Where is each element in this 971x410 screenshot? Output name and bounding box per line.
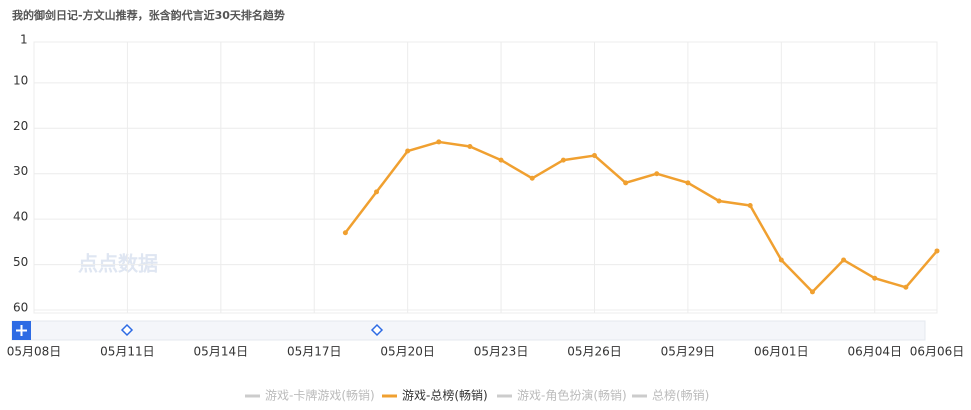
x-tick-label: 05月29日 — [661, 345, 716, 359]
data-point — [374, 189, 380, 195]
x-tick-label: 05月20日 — [380, 345, 435, 359]
data-point — [623, 180, 629, 186]
y-tick-label: 20 — [13, 119, 28, 133]
data-point — [934, 248, 940, 254]
data-point — [560, 157, 566, 163]
data-point — [498, 157, 504, 163]
y-tick-label: 1 — [20, 33, 28, 47]
data-point — [778, 257, 784, 263]
legend-label: 游戏-卡牌游戏(畅销) — [265, 389, 375, 403]
x-tick-label: 05月11日 — [100, 345, 155, 359]
legend-label: 游戏-角色扮演(畅销) — [517, 388, 627, 403]
y-tick-label: 40 — [13, 210, 28, 224]
legend-label: 总榜(畅销) — [652, 388, 709, 403]
plus-icon — [16, 325, 27, 336]
x-tick-label: 05月08日 — [7, 345, 62, 359]
data-point — [591, 153, 597, 159]
data-point — [685, 180, 691, 186]
series-line — [344, 140, 938, 294]
x-tick-label: 06月06日 — [910, 345, 965, 359]
data-point — [716, 198, 722, 204]
y-tick-label: 60 — [13, 301, 28, 315]
zoom-handle[interactable] — [370, 323, 384, 337]
legend-label: 游戏-总榜(畅销) — [402, 388, 488, 403]
legend-item[interactable]: 总榜(畅销) — [632, 388, 709, 403]
y-tick-label: 30 — [13, 164, 28, 178]
x-tick-label: 05月14日 — [194, 345, 249, 359]
data-point — [436, 139, 442, 145]
x-tick-label: 05月23日 — [474, 345, 529, 359]
data-point — [529, 175, 535, 181]
zoom-track — [11, 320, 926, 341]
legend-item[interactable]: 游戏-角色扮演(畅销) — [497, 388, 627, 403]
data-point — [467, 143, 473, 149]
data-point — [841, 257, 847, 263]
data-point — [809, 289, 815, 295]
watermark: 点点数据 — [78, 252, 158, 276]
data-point — [405, 148, 411, 154]
x-tick-label: 05月17日 — [287, 345, 342, 359]
data-point — [747, 203, 753, 209]
zoom-handle[interactable] — [120, 323, 134, 337]
y-tick-label: 10 — [13, 73, 28, 87]
x-tick-label: 06月04日 — [847, 345, 902, 359]
y-tick-label: 50 — [13, 255, 28, 269]
data-point — [342, 230, 348, 236]
data-point — [654, 171, 660, 177]
data-zoom[interactable] — [11, 320, 926, 341]
data-point — [872, 275, 878, 281]
chart-title: 我的御剑日记-方文山推荐，张含韵代言近30天排名趋势 — [12, 8, 285, 22]
x-tick-label: 06月01日 — [754, 345, 809, 359]
data-point — [903, 284, 909, 290]
legend-item[interactable]: 游戏-总榜(畅销) — [382, 388, 488, 403]
x-tick-label: 05月26日 — [567, 345, 622, 359]
legend-item[interactable]: 游戏-卡牌游戏(畅销) — [245, 389, 375, 403]
